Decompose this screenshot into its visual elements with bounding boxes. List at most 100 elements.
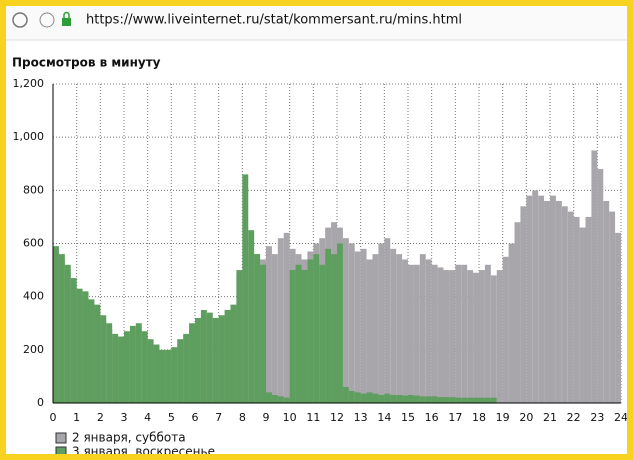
bar <box>360 248 367 403</box>
bar <box>153 344 160 403</box>
x-tick-label: 18 <box>472 411 486 424</box>
bar <box>129 325 136 403</box>
bar <box>183 333 190 403</box>
bar <box>177 339 184 403</box>
bar <box>147 339 154 403</box>
x-tick-label: 22 <box>567 411 581 424</box>
lock-icon <box>62 18 71 26</box>
bar <box>118 336 124 403</box>
bar <box>266 246 272 403</box>
x-tick-label: 9 <box>263 411 270 424</box>
bar <box>277 396 284 403</box>
bar <box>260 264 266 403</box>
bar <box>283 232 290 403</box>
bar <box>313 254 320 403</box>
bar <box>425 396 432 403</box>
bar <box>538 195 545 403</box>
bar <box>88 299 95 403</box>
y-tick-label: 0 <box>37 396 44 409</box>
bar <box>573 216 580 403</box>
bar <box>484 264 491 403</box>
bar <box>544 200 550 403</box>
y-tick-label: 400 <box>23 290 44 303</box>
bar <box>396 254 403 403</box>
x-tick-label: 3 <box>121 411 128 424</box>
bar <box>443 397 450 403</box>
x-tick-label: 2 <box>97 411 104 424</box>
bar <box>366 392 373 403</box>
bar <box>70 278 77 403</box>
bar <box>366 259 373 403</box>
bar <box>591 150 598 403</box>
bar <box>236 270 243 403</box>
bar <box>508 243 515 403</box>
bar <box>218 315 225 403</box>
bar <box>431 264 438 403</box>
bar <box>467 270 474 403</box>
bar <box>248 230 255 403</box>
bar <box>53 246 59 403</box>
bar <box>413 395 420 403</box>
bar <box>331 254 337 403</box>
bar <box>124 331 130 403</box>
bar <box>402 259 408 403</box>
bar <box>461 397 468 403</box>
bar <box>242 174 249 403</box>
bar <box>100 315 107 403</box>
bar <box>479 397 485 403</box>
x-tick-label: 11 <box>306 411 320 424</box>
bar <box>520 206 527 403</box>
bar <box>579 227 586 403</box>
bar <box>106 323 113 403</box>
bar <box>325 248 332 403</box>
bar <box>112 333 119 403</box>
bar <box>408 395 414 403</box>
bar <box>189 323 195 403</box>
bar <box>413 264 420 403</box>
bar <box>360 393 367 403</box>
bar <box>431 396 438 403</box>
bar <box>372 254 379 403</box>
x-tick-label: 17 <box>448 411 462 424</box>
address-bar <box>6 6 627 40</box>
legend-label: 2 января, суббота <box>72 431 186 445</box>
bar <box>378 243 385 403</box>
bar <box>532 190 539 403</box>
bar <box>437 397 444 403</box>
bar <box>254 254 261 403</box>
chart-title: Просмотров в минуту <box>12 56 161 70</box>
bar <box>437 267 444 403</box>
bar <box>449 270 456 403</box>
y-tick-label: 600 <box>23 237 44 250</box>
bar <box>496 270 503 403</box>
bar <box>354 392 361 403</box>
bar <box>443 270 450 403</box>
bar <box>283 397 290 403</box>
bar <box>348 391 355 403</box>
bar <box>555 200 562 403</box>
bar <box>64 264 71 403</box>
bar <box>271 254 278 403</box>
bar <box>561 206 568 403</box>
bar <box>390 395 397 403</box>
bar <box>419 254 426 403</box>
bar <box>603 200 610 403</box>
bar <box>271 395 278 403</box>
x-tick-label: 4 <box>144 411 151 424</box>
bar <box>402 395 408 403</box>
bar <box>82 291 89 403</box>
bar <box>94 304 101 403</box>
y-tick-label: 1,200 <box>13 77 45 90</box>
bar <box>384 393 391 403</box>
bar <box>597 169 604 403</box>
bar <box>384 238 391 403</box>
url[interactable]: https://www.liveinternet.ru/stat/kommers… <box>86 13 462 28</box>
bar <box>206 312 213 403</box>
bar <box>455 397 462 403</box>
bar <box>372 393 379 403</box>
info-icon[interactable] <box>39 12 55 28</box>
bar <box>550 195 556 403</box>
back-button[interactable] <box>12 12 28 28</box>
x-tick-label: 19 <box>496 411 510 424</box>
bar <box>307 259 314 403</box>
